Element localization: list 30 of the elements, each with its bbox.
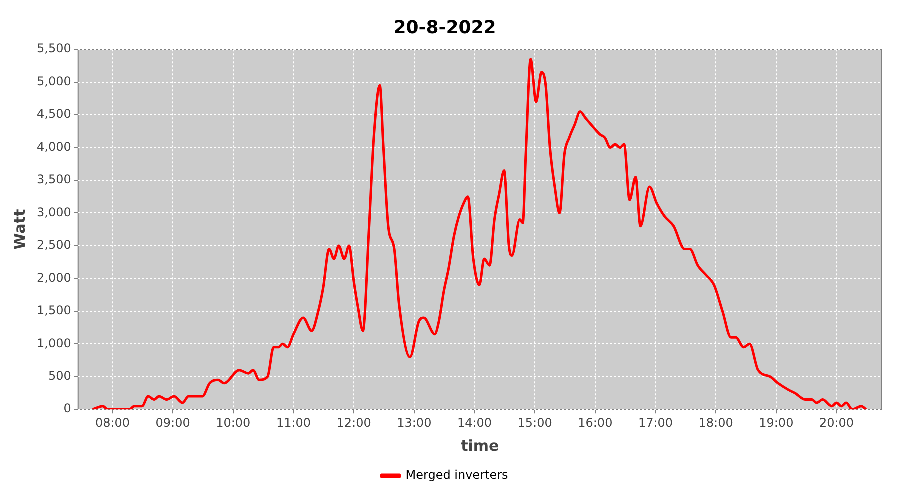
- y-tick-label: 1,500: [36, 304, 72, 318]
- x-tick-label: 20:00: [819, 416, 854, 430]
- chart-title: 20-8-2022: [394, 17, 496, 38]
- y-tick-label: 1,000: [36, 336, 72, 350]
- x-tick-label: 14:00: [457, 416, 492, 430]
- x-tick-label: 19:00: [759, 416, 794, 430]
- y-tick-label: 2,500: [36, 238, 72, 252]
- x-axis-title: time: [461, 436, 500, 455]
- y-tick-label: 4,000: [36, 140, 72, 154]
- y-tick-label: 3,000: [36, 205, 72, 220]
- x-tick-label: 09:00: [156, 416, 190, 430]
- x-tick-label: 13:00: [397, 416, 432, 430]
- x-tick-label: 11:00: [276, 416, 312, 430]
- y-tick-label: 5,500: [36, 42, 72, 56]
- x-tick-label: 08:00: [95, 416, 130, 430]
- x-tick-label: 15:00: [518, 416, 552, 430]
- x-tick-label: 16:00: [578, 416, 613, 430]
- x-tick-label: 10:00: [216, 416, 251, 430]
- line-series: [92, 58, 868, 410]
- x-tick-label: 18:00: [698, 416, 734, 430]
- y-tick-label: 5,000: [36, 74, 72, 88]
- y-tick-label: 4,500: [36, 107, 72, 122]
- y-tick-label: 3,500: [36, 172, 72, 187]
- y-axis-title: Watt: [10, 209, 29, 250]
- y-tick-label: 2,000: [36, 270, 72, 285]
- legend-label: Merged inverters: [406, 468, 508, 482]
- y-tick-label: 500: [48, 369, 72, 383]
- x-tick-label: 17:00: [638, 416, 674, 430]
- x-tick-label: 12:00: [336, 416, 372, 430]
- y-tick-label: 0: [64, 402, 72, 416]
